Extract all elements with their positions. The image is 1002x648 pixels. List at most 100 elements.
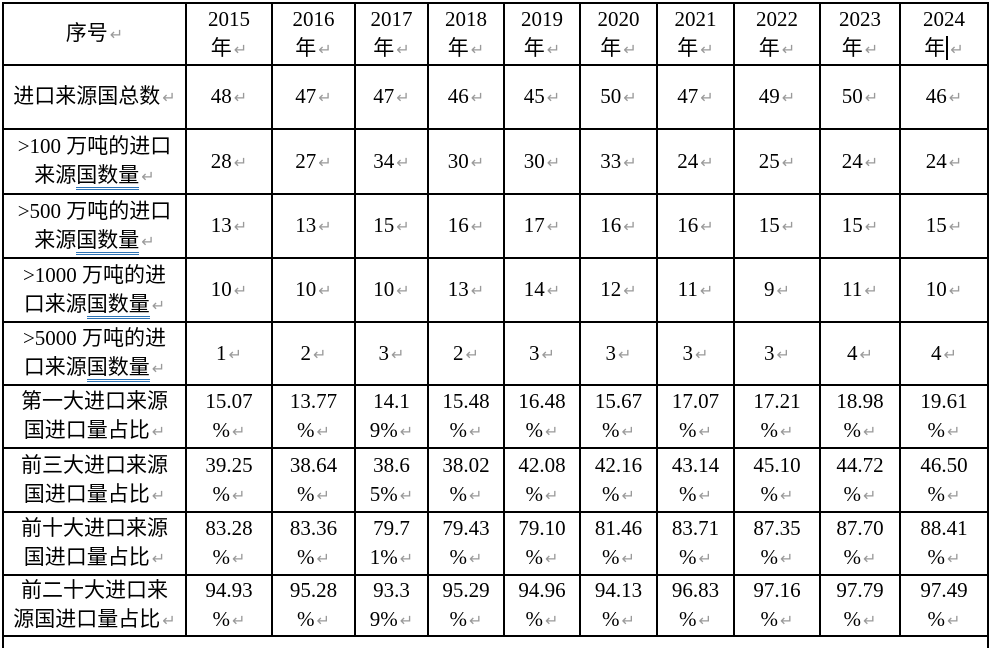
value-cell[interactable]: 24 ↵ — [656, 128, 735, 195]
value-cell[interactable]: 3 ↵ — [579, 321, 658, 386]
year-header-cell-2021[interactable]: 2021 年 ↵ — [656, 2, 735, 66]
value-cell[interactable]: 49 ↵ — [733, 64, 821, 130]
value-cell[interactable]: 38.02 % ↵ — [427, 447, 505, 513]
value-cell[interactable]: 15 ↵ — [354, 193, 429, 259]
value-cell[interactable]: 10 ↵ — [354, 257, 429, 323]
value-cell[interactable]: 81.46 % ↵ — [579, 511, 658, 576]
value-cell[interactable]: 45 ↵ — [503, 64, 581, 130]
value-cell[interactable]: 83.36 % ↵ — [271, 511, 356, 576]
value-cell[interactable]: 46 ↵ — [899, 64, 989, 130]
value-cell[interactable]: 13 ↵ — [185, 193, 273, 259]
value-cell[interactable]: 24 ↵ — [899, 128, 989, 195]
year-header-cell-2016[interactable]: 2016 年 ↵ — [271, 2, 356, 66]
value-cell[interactable]: 13.77 % ↵ — [271, 384, 356, 449]
value-cell[interactable]: 15 ↵ — [899, 193, 989, 259]
value-cell[interactable]: 83.28 % ↵ — [185, 511, 273, 576]
value-cell[interactable]: 3 ↵ — [354, 321, 429, 386]
value-cell[interactable]: 94.93 % ↵ — [185, 574, 273, 637]
value-cell[interactable]: 15 ↵ — [819, 193, 901, 259]
value-cell[interactable]: 97.49 % ↵ — [899, 574, 989, 637]
value-cell[interactable]: 95.29 % ↵ — [427, 574, 505, 637]
value-cell[interactable]: 15.67 % ↵ — [579, 384, 658, 449]
value-cell[interactable]: 43.14 % ↵ — [656, 447, 735, 513]
value-cell[interactable]: 46 ↵ — [427, 64, 505, 130]
value-cell[interactable]: 83.71 % ↵ — [656, 511, 735, 576]
row-label-cell[interactable]: 前三大进口来源 国进口量占比 ↵ — [2, 447, 187, 513]
value-cell[interactable]: 33 ↵ — [579, 128, 658, 195]
value-cell[interactable]: 94.96 % ↵ — [503, 574, 581, 637]
value-cell[interactable]: 11 ↵ — [656, 257, 735, 323]
value-cell[interactable]: 1 ↵ — [185, 321, 273, 386]
value-cell[interactable]: 16 ↵ — [427, 193, 505, 259]
value-cell[interactable]: 15.07 % ↵ — [185, 384, 273, 449]
value-cell[interactable]: 50 ↵ — [819, 64, 901, 130]
value-cell[interactable]: 13 ↵ — [427, 257, 505, 323]
value-cell[interactable]: 87.70 % ↵ — [819, 511, 901, 576]
value-cell[interactable]: 15.48 % ↵ — [427, 384, 505, 449]
value-cell[interactable]: 79.7 1% ↵ — [354, 511, 429, 576]
partial-next-row[interactable] — [2, 637, 989, 648]
value-cell[interactable]: 47 ↵ — [271, 64, 356, 130]
value-cell[interactable]: 87.35 % ↵ — [733, 511, 821, 576]
value-cell[interactable]: 3 ↵ — [733, 321, 821, 386]
value-cell[interactable]: 4 ↵ — [819, 321, 901, 386]
value-cell[interactable]: 30 ↵ — [503, 128, 581, 195]
value-cell[interactable]: 15 ↵ — [733, 193, 821, 259]
value-cell[interactable]: 47 ↵ — [656, 64, 735, 130]
year-header-cell-2019[interactable]: 2019 年 ↵ — [503, 2, 581, 66]
value-cell[interactable]: 28 ↵ — [185, 128, 273, 195]
value-cell[interactable]: 38.64 % ↵ — [271, 447, 356, 513]
value-cell[interactable]: 14.1 9% ↵ — [354, 384, 429, 449]
value-cell[interactable]: 10 ↵ — [185, 257, 273, 323]
value-cell[interactable]: 13 ↵ — [271, 193, 356, 259]
value-cell[interactable]: 88.41 % ↵ — [899, 511, 989, 576]
row-label-cell[interactable]: >500 万吨的进口 来源国数量 ↵ — [2, 193, 187, 259]
year-header-cell-2018[interactable]: 2018 年 ↵ — [427, 2, 505, 66]
row-label-cell[interactable]: 第一大进口来源 国进口量占比 ↵ — [2, 384, 187, 449]
value-cell[interactable]: 3 ↵ — [656, 321, 735, 386]
row-label-cell[interactable]: >1000 万吨的进 口来源国数量 ↵ — [2, 257, 187, 323]
value-cell[interactable]: 34 ↵ — [354, 128, 429, 195]
value-cell[interactable]: 17.21 % ↵ — [733, 384, 821, 449]
value-cell[interactable]: 97.79 % ↵ — [819, 574, 901, 637]
value-cell[interactable]: 42.16 % ↵ — [579, 447, 658, 513]
value-cell[interactable]: 94.13 % ↵ — [579, 574, 658, 637]
value-cell[interactable]: 48 ↵ — [185, 64, 273, 130]
value-cell[interactable]: 2 ↵ — [271, 321, 356, 386]
value-cell[interactable]: 27 ↵ — [271, 128, 356, 195]
value-cell[interactable]: 47 ↵ — [354, 64, 429, 130]
value-cell[interactable]: 10 ↵ — [899, 257, 989, 323]
value-cell[interactable]: 16 ↵ — [579, 193, 658, 259]
value-cell[interactable]: 16 ↵ — [656, 193, 735, 259]
value-cell[interactable]: 17.07 % ↵ — [656, 384, 735, 449]
row-label-cell[interactable]: 前十大进口来源 国进口量占比 ↵ — [2, 511, 187, 576]
value-cell[interactable]: 16.48 % ↵ — [503, 384, 581, 449]
corner-header-cell[interactable]: 序号 ↵ — [2, 2, 187, 66]
value-cell[interactable]: 79.10 % ↵ — [503, 511, 581, 576]
value-cell[interactable]: 42.08 % ↵ — [503, 447, 581, 513]
year-header-cell-2017[interactable]: 2017 年 ↵ — [354, 2, 429, 66]
value-cell[interactable]: 96.83 % ↵ — [656, 574, 735, 637]
value-cell[interactable]: 9 ↵ — [733, 257, 821, 323]
value-cell[interactable]: 3 ↵ — [503, 321, 581, 386]
row-label-cell[interactable]: >5000 万吨的进 口来源国数量 ↵ — [2, 321, 187, 386]
value-cell[interactable]: 97.16 % ↵ — [733, 574, 821, 637]
row-label-cell[interactable]: 进口来源国总数 ↵ — [2, 64, 187, 130]
value-cell[interactable]: 25 ↵ — [733, 128, 821, 195]
value-cell[interactable]: 30 ↵ — [427, 128, 505, 195]
value-cell[interactable]: 93.3 9% ↵ — [354, 574, 429, 637]
value-cell[interactable]: 24 ↵ — [819, 128, 901, 195]
value-cell[interactable]: 12 ↵ — [579, 257, 658, 323]
value-cell[interactable]: 11 ↵ — [819, 257, 901, 323]
value-cell[interactable]: 4 ↵ — [899, 321, 989, 386]
year-header-cell-2020[interactable]: 2020 年 ↵ — [579, 2, 658, 66]
value-cell[interactable]: 39.25 % ↵ — [185, 447, 273, 513]
value-cell[interactable]: 18.98 % ↵ — [819, 384, 901, 449]
value-cell[interactable]: 2 ↵ — [427, 321, 505, 386]
value-cell[interactable]: 10 ↵ — [271, 257, 356, 323]
row-label-cell[interactable]: 前二十大进口来 源国进口量占比 ↵ — [2, 574, 187, 637]
value-cell[interactable]: 14 ↵ — [503, 257, 581, 323]
value-cell[interactable]: 17 ↵ — [503, 193, 581, 259]
year-header-cell-2015[interactable]: 2015 年 ↵ — [185, 2, 273, 66]
value-cell[interactable]: 38.6 5% ↵ — [354, 447, 429, 513]
